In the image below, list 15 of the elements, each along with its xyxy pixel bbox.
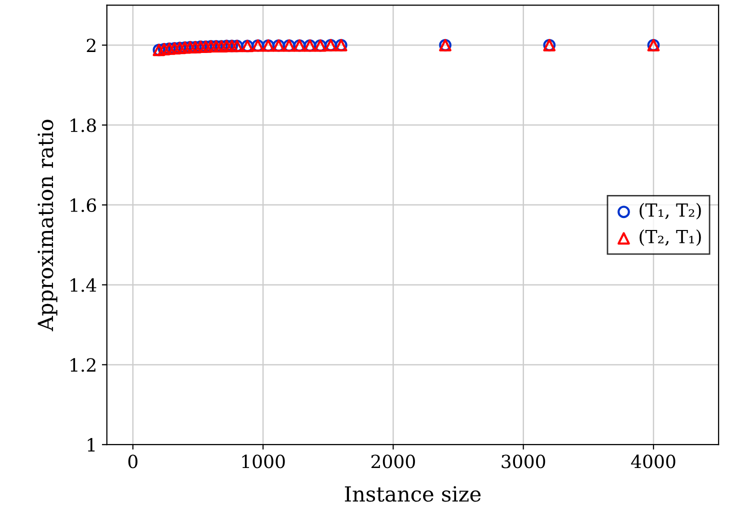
- legend-label: (T₁, T₂): [640, 202, 701, 220]
- y-tick-label: 1.8: [70, 118, 96, 132]
- y-tick-label: 1: [88, 438, 95, 452]
- y-tick-label: 1.4: [70, 278, 96, 292]
- x-tick-label: 4000: [631, 454, 676, 468]
- x-tick-label: 1000: [242, 454, 285, 468]
- x-tick-label: 3000: [502, 454, 546, 468]
- y-tick-label: 2: [86, 38, 96, 52]
- x-tick-label: 0: [128, 454, 138, 468]
- legend-label: (T₂, T₁): [640, 229, 701, 246]
- y-tick-label: 1.2: [70, 358, 96, 372]
- y-tick-label: 1.6: [70, 198, 96, 212]
- x-axis-title: Instance size: [344, 486, 481, 502]
- x-tick-label: 2000: [371, 454, 415, 468]
- y-axis-title: Approximation ratio: [38, 120, 58, 332]
